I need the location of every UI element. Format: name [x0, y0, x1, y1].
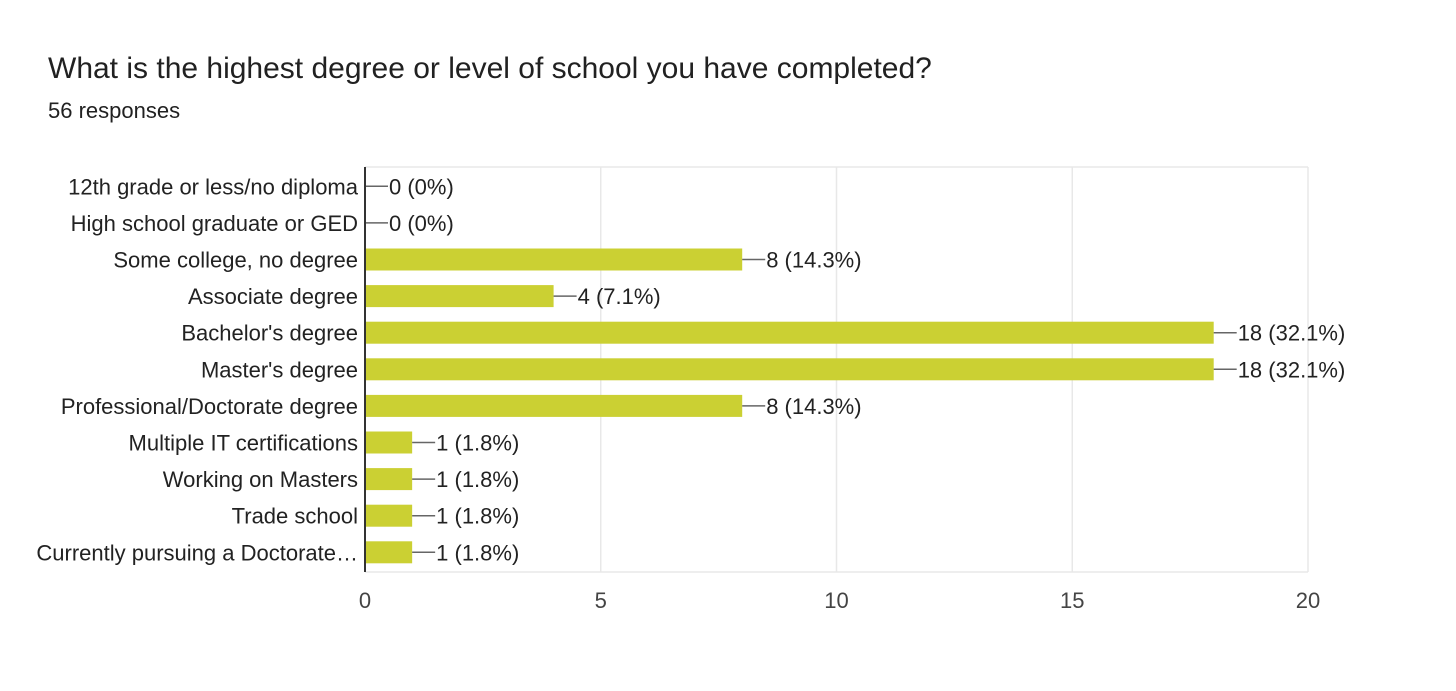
x-tick-label: 10 [824, 588, 848, 613]
bar [365, 321, 1214, 344]
data-label: 0 (0%) [389, 211, 454, 236]
data-label: 1 (1.8%) [436, 467, 519, 492]
category-label: Currently pursuing a Doctorate… [36, 540, 358, 565]
bar [365, 394, 743, 417]
category-label: Multiple IT certifications [129, 431, 358, 456]
category-label: 12th grade or less/no diploma [68, 174, 359, 199]
category-label: Some college, no degree [113, 248, 358, 273]
bar [365, 431, 413, 454]
bar [365, 285, 554, 308]
data-label: 1 (1.8%) [436, 504, 519, 529]
category-label: Master's degree [201, 357, 358, 382]
data-label: 8 (14.3%) [766, 394, 861, 419]
category-label: Bachelor's degree [181, 321, 358, 346]
data-label: 8 (14.3%) [766, 248, 861, 273]
data-label: 18 (32.1%) [1238, 321, 1346, 346]
data-label: 18 (32.1%) [1238, 357, 1346, 382]
x-tick-label: 20 [1296, 588, 1320, 613]
category-label: Trade school [232, 504, 358, 529]
category-label: High school graduate or GED [71, 211, 358, 236]
bar [365, 504, 413, 527]
data-label: 4 (7.1%) [578, 284, 661, 309]
x-tick-label: 5 [595, 588, 607, 613]
data-label: 1 (1.8%) [436, 540, 519, 565]
x-tick-label: 15 [1060, 588, 1084, 613]
bar [365, 358, 1214, 381]
chart-title: What is the highest degree or level of s… [48, 52, 932, 85]
bar [365, 468, 413, 491]
response-count: 56 responses [48, 98, 181, 123]
category-label: Working on Masters [163, 467, 358, 492]
bar [365, 541, 413, 564]
category-label: Professional/Doctorate degree [61, 394, 358, 419]
data-label: 0 (0%) [389, 174, 454, 199]
data-label: 1 (1.8%) [436, 431, 519, 456]
x-tick-label: 0 [359, 588, 371, 613]
category-label: Associate degree [188, 284, 358, 309]
bar [365, 248, 743, 271]
